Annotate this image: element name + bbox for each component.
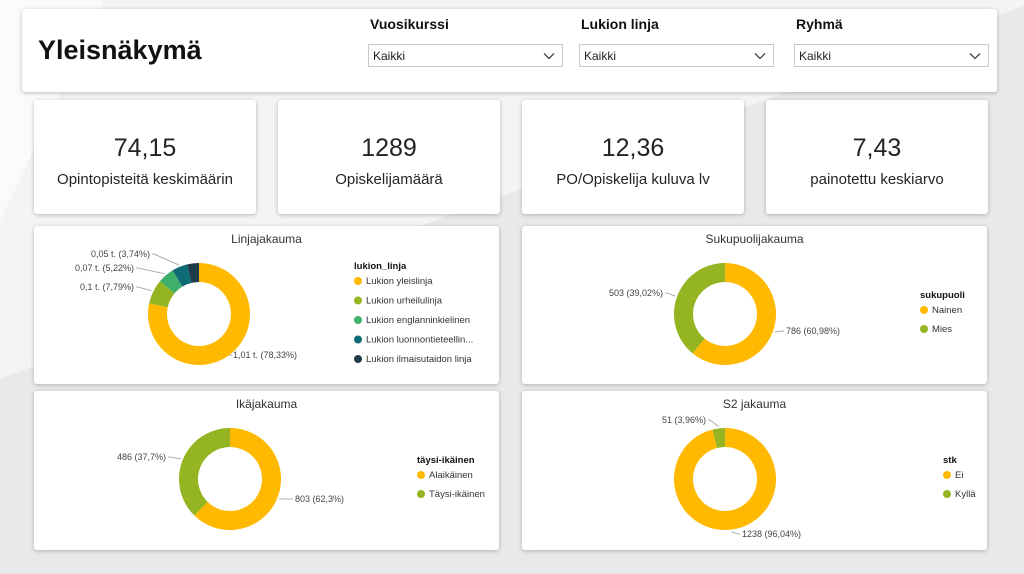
legend-marker[interactable] xyxy=(943,471,951,479)
ikajakauma-chart[interactable]: Ikäjakauma 803 (62,3%) 486 (37,7%) täysi-i… xyxy=(34,391,499,550)
legend-title: sukupuoli xyxy=(920,290,965,301)
kpi-value: 74,15 xyxy=(113,134,177,162)
leader-line xyxy=(136,286,152,292)
legend-marker[interactable] xyxy=(943,490,951,498)
data-label: 51 (3,96%) xyxy=(662,415,706,425)
leader-line xyxy=(136,267,165,275)
donut-slice[interactable] xyxy=(159,270,183,294)
leader-line xyxy=(168,456,181,460)
data-label: 786 (60,98%) xyxy=(786,326,840,336)
dropdown-value: Kaikki xyxy=(799,48,832,63)
slicer-vuosikurssi: Vuosikurssi Kaikki xyxy=(368,16,563,67)
slicer-label: Lukion linja xyxy=(581,16,659,32)
donut-slice[interactable] xyxy=(692,263,776,365)
kpi-label: Opintopisteitä keskimäärin xyxy=(57,171,233,188)
legend-item[interactable]: Alaikäinen xyxy=(429,470,473,481)
donut-chart-svg: 1,01 t. (78,33%) 0,1 t. (7,79%) 0,07 t. (5… xyxy=(75,249,473,365)
legend-marker[interactable] xyxy=(354,355,362,363)
chart-title: Ikäjakauma xyxy=(235,397,298,411)
legend-item[interactable]: Täysi-ikäinen xyxy=(429,489,485,500)
donut-chart-svg: 803 (62,3%) 486 (37,7%) täysi-ikäinen Alaik… xyxy=(117,428,485,530)
legend-marker[interactable] xyxy=(417,490,425,498)
chart-title: Sukupuolijakauma xyxy=(705,232,804,246)
slicer-label: Ryhmä xyxy=(796,16,843,32)
ryhma-dropdown[interactable]: Kaikki xyxy=(794,44,989,67)
leader-line xyxy=(152,253,180,266)
slicer-lukion-linja: Lukion linja Kaikki xyxy=(579,16,774,67)
donut-slice[interactable] xyxy=(194,428,281,530)
sukupuolijakauma-chart[interactable]: Sukupuolijakauma 786 (60,98%) 503 (39,02%… xyxy=(522,226,987,384)
kpi-card-painotettu-keskiarvo[interactable]: 7,43 painotettu keskiarvo xyxy=(766,100,988,214)
data-label: 0,05 t. (3,74%) xyxy=(91,249,150,259)
slicer-label: Vuosikurssi xyxy=(370,16,449,32)
dropdown-value: Kaikki xyxy=(373,48,406,63)
slicer-ryhma: Ryhmä Kaikki xyxy=(794,16,989,67)
legend-marker[interactable] xyxy=(354,296,362,305)
data-label: 1238 (96,04%) xyxy=(742,529,801,539)
chart-title: Linjajakauma xyxy=(231,232,302,246)
page-title: Yleisnäkymä xyxy=(38,35,202,65)
donut-chart-svg: 786 (60,98%) 503 (39,02%) sukupuoli Nainen M… xyxy=(609,263,965,365)
leader-line xyxy=(774,330,784,333)
dropdown-value: Kaikki xyxy=(584,48,617,63)
legend-marker[interactable] xyxy=(417,471,425,479)
chart-title: S2 jakauma xyxy=(722,397,787,411)
legend-item[interactable]: Nainen xyxy=(932,305,962,316)
donut-slice[interactable] xyxy=(148,263,250,365)
header-panel: Yleisnäkymä Vuosikurssi Kaikki Lukion li… xyxy=(22,9,997,92)
donut-slice[interactable] xyxy=(674,428,776,530)
data-label: 1,01 t. (78,33%) xyxy=(233,350,297,360)
legend-marker[interactable] xyxy=(354,277,362,285)
donut-slice[interactable] xyxy=(674,263,725,354)
legend-title: lukion_linja xyxy=(354,261,407,272)
leader-line xyxy=(708,419,719,427)
kpi-value: 1289 xyxy=(361,134,417,162)
legend-item[interactable]: Lukion englanninkielinen xyxy=(366,315,470,326)
legend-item[interactable]: Lukion ilmaisutaidon linja xyxy=(366,354,472,365)
legend-marker[interactable] xyxy=(354,335,362,344)
kpi-value: 12,36 xyxy=(601,134,665,162)
leader-line xyxy=(665,292,676,297)
kpi-label: painotettu keskiarvo xyxy=(810,171,944,188)
chevron-down-icon xyxy=(969,52,981,59)
s2-jakauma-chart[interactable]: S2 jakauma 1238 (96,04%) 51 (3,96%) stk Ei K… xyxy=(522,391,987,550)
kpi-value: 7,43 xyxy=(852,134,902,162)
chevron-down-icon xyxy=(754,52,766,59)
legend-title: täysi-ikäinen xyxy=(417,455,475,466)
donut-slice[interactable] xyxy=(172,264,192,287)
legend-item[interactable]: Mies xyxy=(932,324,952,335)
kpi-label: Opiskelijamäärä xyxy=(335,171,443,188)
legend-item[interactable]: Lukion urheilulinja xyxy=(366,296,443,307)
data-label: 0,07 t. (5,22%) xyxy=(75,263,134,273)
kpi-card-po-opiskelija[interactable]: 12,36 PO/Opiskelija kuluva lv xyxy=(522,100,744,214)
legend-marker[interactable] xyxy=(920,325,928,333)
donut-slice[interactable] xyxy=(187,263,199,283)
kpi-card-opintopisteet[interactable]: 74,15 Opintopisteitä keskimäärin xyxy=(34,100,256,214)
legend-item[interactable]: Kyllä xyxy=(955,489,976,500)
legend-marker[interactable] xyxy=(354,316,362,324)
linjajakauma-chart[interactable]: Linjajakauma 1,01 t. (78,33%) 0,1 t. (7,7… xyxy=(34,226,499,384)
donut-slice[interactable] xyxy=(149,281,175,308)
data-label: 803 (62,3%) xyxy=(295,494,344,504)
donut-chart-svg: 1238 (96,04%) 51 (3,96%) stk Ei Kyllä xyxy=(662,415,976,539)
legend-item[interactable]: Ei xyxy=(955,470,963,481)
legend-title: stk xyxy=(943,455,957,466)
data-label: 486 (37,7%) xyxy=(117,452,166,462)
lukion-linja-dropdown[interactable]: Kaikki xyxy=(579,44,774,67)
leader-line xyxy=(731,531,740,535)
legend-item[interactable]: Lukion yleislinja xyxy=(366,276,433,287)
legend-marker[interactable] xyxy=(920,306,928,314)
chevron-down-icon xyxy=(543,52,555,59)
kpi-label: PO/Opiskelija kuluva lv xyxy=(556,171,710,188)
data-label: 503 (39,02%) xyxy=(609,288,663,298)
legend-item[interactable]: Lukion luonnontieteellin... xyxy=(366,335,473,346)
donut-slice[interactable] xyxy=(179,428,230,516)
kpi-card-opiskelijamaara[interactable]: 1289 Opiskelijamäärä xyxy=(278,100,500,214)
data-label: 0,1 t. (7,79%) xyxy=(80,282,134,292)
donut-slice[interactable] xyxy=(712,428,725,448)
vuosikurssi-dropdown[interactable]: Kaikki xyxy=(368,44,563,67)
